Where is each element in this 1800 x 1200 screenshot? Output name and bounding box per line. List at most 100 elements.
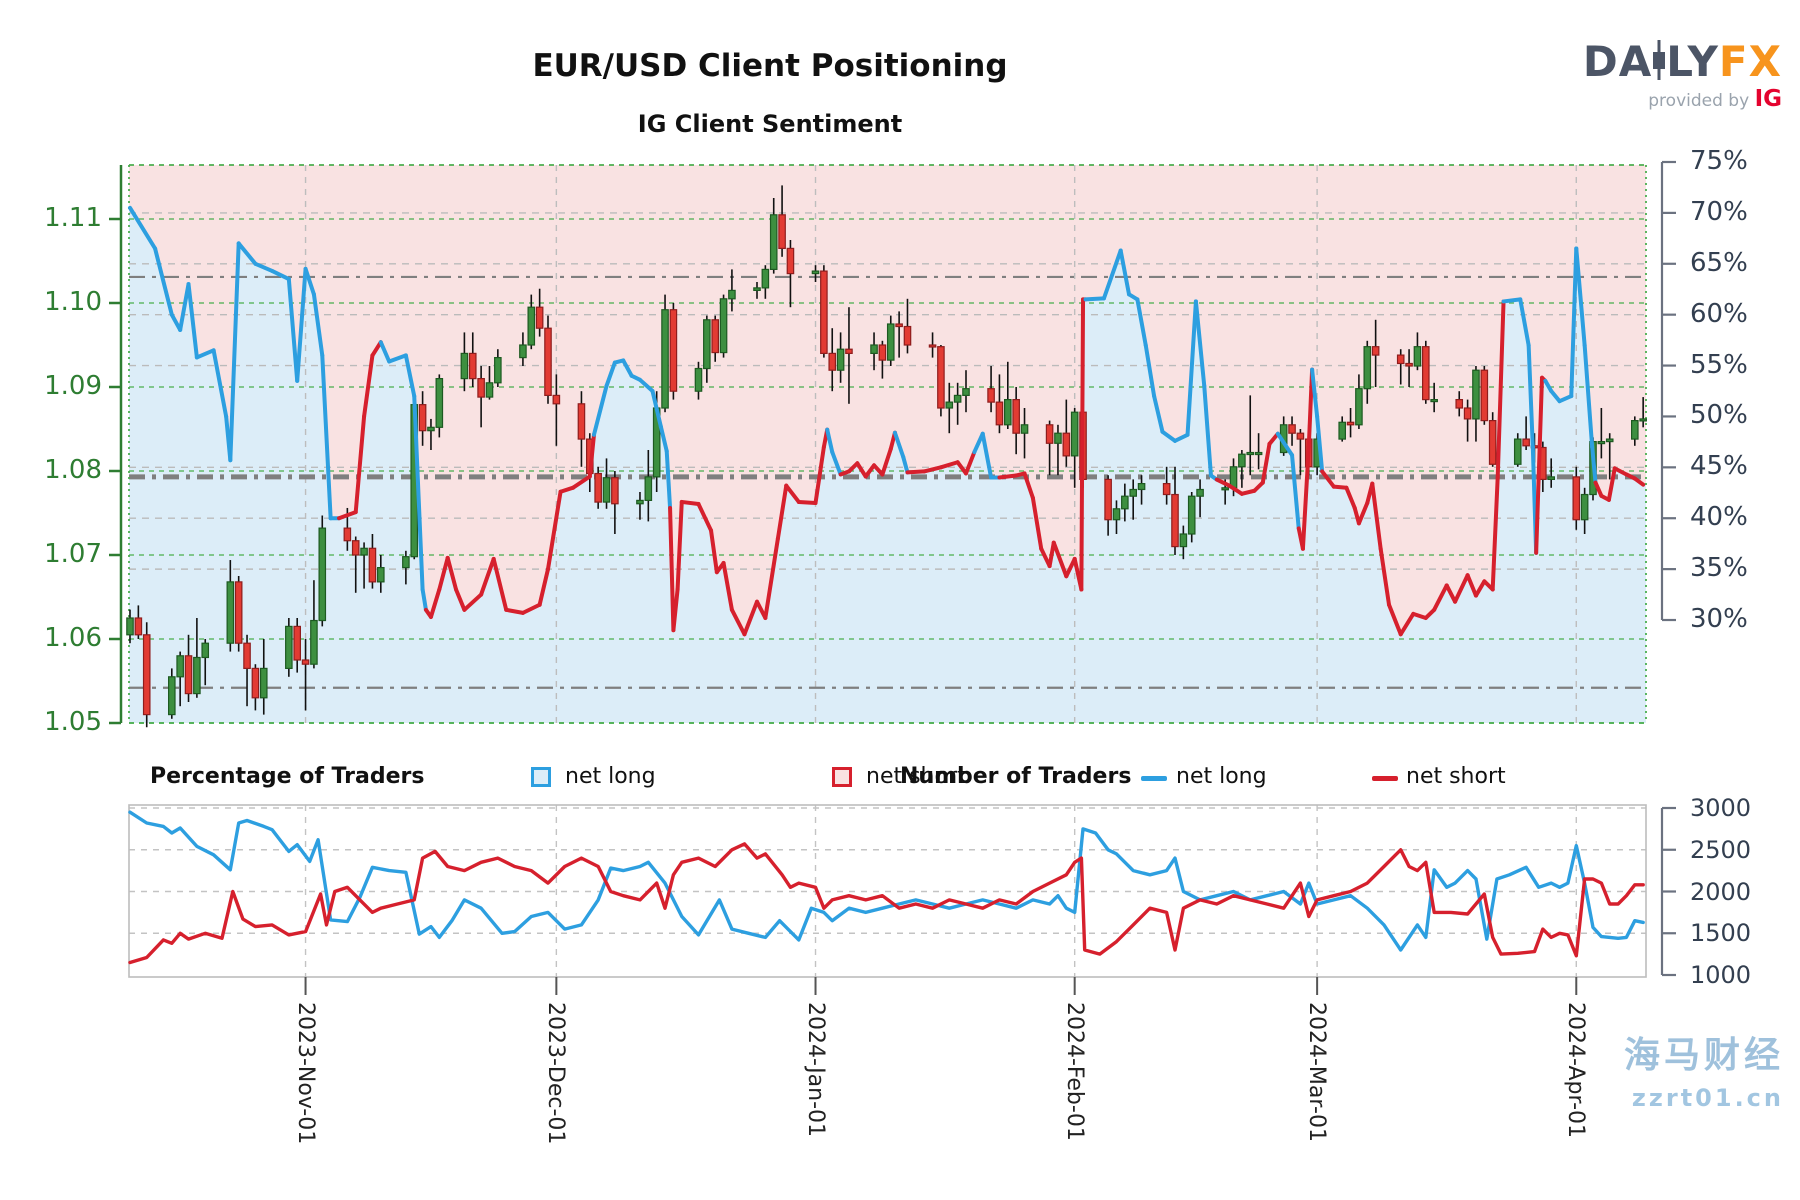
sentiment-line-segment bbox=[1453, 573, 1470, 604]
net-long-region-fill bbox=[129, 207, 1646, 724]
sentiment-line-segment bbox=[763, 536, 780, 620]
candle-up bbox=[1003, 399, 1012, 426]
sentiment-line-segment bbox=[637, 377, 655, 394]
price-tick-label: 1.10 bbox=[44, 287, 102, 317]
net-short-line-swatch-icon bbox=[1372, 776, 1398, 781]
sentiment-line-segment bbox=[1030, 495, 1044, 551]
candle-down bbox=[845, 348, 853, 355]
candle-down bbox=[594, 472, 602, 503]
sentiment-line-segment bbox=[1083, 296, 1106, 302]
sentiment-line-segment bbox=[337, 510, 358, 521]
sentiment-line-segment bbox=[863, 463, 877, 479]
sentiment-line-segment bbox=[462, 592, 484, 612]
sentiment-line-segment bbox=[194, 348, 216, 360]
candle-down bbox=[1162, 483, 1171, 496]
candle-up bbox=[168, 676, 176, 716]
net-short-square-swatch-icon bbox=[832, 767, 852, 787]
candle-up bbox=[1338, 421, 1347, 440]
sentiment-line-segment bbox=[1411, 611, 1428, 620]
sentiment-line-segment bbox=[428, 587, 442, 619]
candle-down bbox=[1045, 424, 1054, 444]
candle-down bbox=[1288, 424, 1296, 434]
sentiment-line-segment bbox=[905, 469, 927, 475]
candle-up bbox=[753, 287, 761, 292]
candle-down bbox=[544, 327, 552, 397]
sentiment-line-segment bbox=[1356, 500, 1370, 526]
sentiment-line-segment bbox=[387, 353, 408, 364]
sentiment-line-segment bbox=[813, 444, 826, 505]
sentiment-line-segment bbox=[1465, 573, 1478, 598]
candle-up bbox=[1020, 424, 1029, 434]
sentiment-line-segment bbox=[537, 567, 550, 607]
sentiment-line-segment bbox=[901, 455, 910, 475]
logo-ig-text: IG bbox=[1754, 86, 1782, 112]
candle-up bbox=[460, 352, 469, 380]
sentiment-line-segment bbox=[1331, 484, 1349, 490]
sentiment-line-segment bbox=[236, 241, 258, 266]
candle-down bbox=[1405, 362, 1413, 367]
sentiment-line-segment bbox=[775, 483, 789, 541]
candle-down bbox=[878, 344, 887, 361]
watermark-line2: zzrt01.cn bbox=[1631, 1084, 1784, 1112]
candle-down bbox=[1522, 438, 1530, 447]
chart-subtitle: IG Client Sentiment bbox=[637, 110, 903, 138]
candle-up bbox=[485, 382, 494, 398]
legend-label-pct-net-long: net long bbox=[565, 764, 656, 789]
candle-up bbox=[1254, 451, 1263, 456]
candle-up bbox=[318, 527, 327, 622]
sentiment-line-segment bbox=[784, 483, 801, 504]
sentiment-line-segment bbox=[454, 587, 467, 612]
sentiment-line-segment bbox=[153, 246, 174, 317]
candle-down bbox=[987, 388, 995, 403]
count-plot-border bbox=[128, 804, 1647, 978]
sentiment-line-segment bbox=[1370, 481, 1383, 551]
date-tick-label: 2024-Mar-01 bbox=[1304, 1002, 1330, 1142]
candle-down bbox=[477, 378, 485, 398]
sentiment-line-segment bbox=[980, 431, 994, 480]
legend-title-number: Number of Traders bbox=[900, 764, 1132, 789]
sentiment-line-segment bbox=[1047, 540, 1056, 569]
candle-up bbox=[1363, 346, 1372, 390]
candle-down bbox=[895, 323, 903, 328]
sentiment-price-chart bbox=[109, 160, 1676, 728]
candle-down bbox=[577, 403, 586, 440]
percent-tick-label: 70% bbox=[1690, 196, 1748, 227]
candle-down bbox=[142, 634, 151, 716]
price-tick-label: 1.05 bbox=[44, 707, 102, 737]
sentiment-line-segment bbox=[675, 499, 684, 592]
candle-up bbox=[1605, 438, 1614, 443]
sentiment-line-segment bbox=[1632, 476, 1646, 487]
sentiment-line-segment bbox=[1612, 466, 1629, 477]
sentiment-line-segment bbox=[1267, 431, 1280, 446]
sentiment-line-segment bbox=[1569, 246, 1579, 399]
candle-up bbox=[694, 367, 703, 392]
sentiment-line-segment bbox=[1160, 429, 1177, 443]
sentiment-line-segment bbox=[1260, 441, 1272, 485]
candle-down bbox=[1463, 407, 1472, 420]
sentiment-line-segment bbox=[679, 499, 701, 506]
sentiment-line-segment bbox=[1214, 477, 1232, 488]
sentiment-line-segment bbox=[1310, 367, 1320, 419]
count-tick-label: 2500 bbox=[1690, 835, 1752, 864]
number-of-traders-chart bbox=[128, 804, 1676, 995]
percent-tick-label: 65% bbox=[1690, 247, 1748, 278]
candle-down bbox=[903, 325, 912, 346]
sentiment-line-segment bbox=[1143, 343, 1157, 399]
candle-up bbox=[719, 298, 728, 354]
sentiment-line-segment bbox=[825, 427, 835, 455]
provided-by-text: provided by bbox=[1648, 91, 1750, 111]
sentiment-line-segment bbox=[1534, 375, 1545, 555]
candle-up bbox=[193, 656, 201, 695]
sentiment-line-segment bbox=[830, 450, 843, 477]
candle-down bbox=[468, 352, 477, 380]
date-tick-label: 2024-Jan-01 bbox=[802, 1002, 828, 1137]
date-tick-label: 2023-Nov-01 bbox=[292, 1002, 318, 1145]
sentiment-line-segment bbox=[892, 430, 906, 460]
sentiment-line-segment bbox=[1473, 579, 1487, 598]
candle-up bbox=[527, 306, 536, 346]
candle-down bbox=[351, 540, 360, 556]
dailyfx-logo: DA LYFX provided by IG bbox=[1583, 40, 1782, 113]
sentiment-line-segment bbox=[546, 489, 563, 572]
candle-up bbox=[811, 270, 820, 275]
sentiment-line-segment bbox=[671, 587, 680, 633]
